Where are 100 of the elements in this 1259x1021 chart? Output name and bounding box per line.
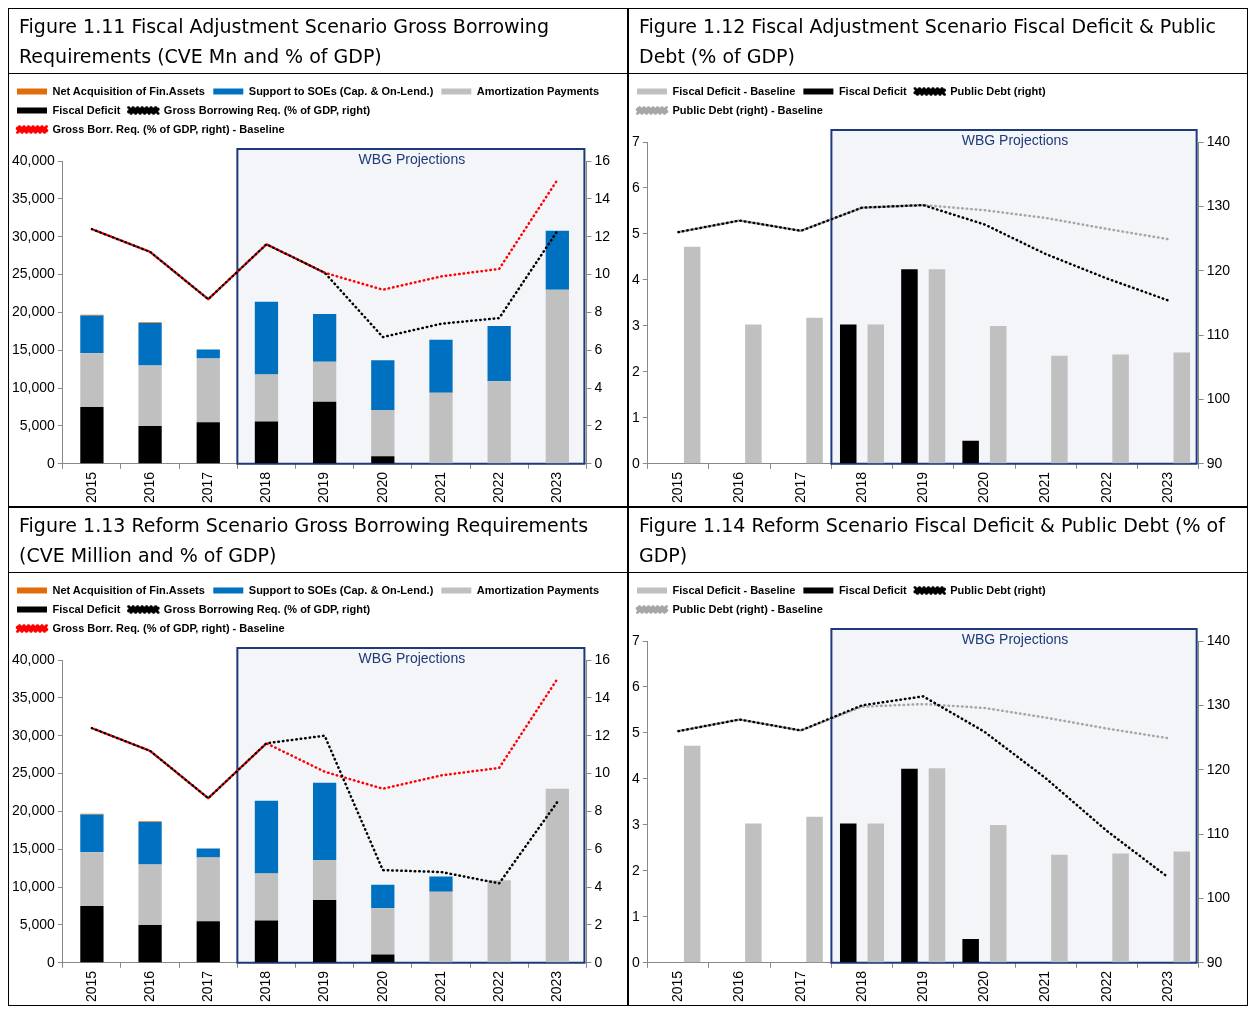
x-tick-label: 2021 [431,970,448,1003]
y-tick-label: 5 [631,224,640,241]
y2-tick-label: 140 [1206,631,1231,648]
x-tick-label: 2015 [669,471,686,504]
y2-tick-label: 140 [1206,132,1231,149]
x-tick-label: 2018 [852,970,869,1003]
x-tick-label: 2022 [490,970,507,1003]
legend-label: Fiscal Deficit [52,103,121,116]
y2-tick-label: 10 [594,764,611,781]
x-tick-label: 2018 [852,471,869,504]
x-tick-label: 2016 [140,970,157,1003]
y2-tick-label: 2 [594,416,603,433]
legend-label: Amortization Payments [476,84,600,97]
legend-label: Gross Borrowing Req. (% of GDP, right) [163,103,371,116]
chart-title: Figure 1.14 Reform Scenario Fiscal Deficit & Public Debt (% of GDP) [629,508,1247,573]
x-tick-label: 2016 [140,471,157,504]
x-tick-label: 2020 [975,471,992,504]
x-tick-label: 2018 [257,471,274,504]
y-tick-label: 15,000 [11,840,56,857]
y-tick-label: 1 [631,907,640,924]
y2-tick-label: 0 [594,953,603,970]
y2-tick-label: 100 [1206,889,1231,906]
y2-tick-label: 90 [1206,454,1223,471]
chart-title: Figure 1.11 Fiscal Adjustment Scenario Gross Borrowing Requirements (CVE Mn and % of GDP) [9,9,627,74]
x-tick-label: 2016 [730,471,747,504]
x-tick-label: 2022 [1097,970,1114,1003]
x-tick-label: 2017 [199,970,216,1003]
y2-tick-label: 6 [594,341,603,358]
x-tick-label: 2017 [791,970,808,1003]
legend-label: Public Debt (right) - Baseline [672,602,823,615]
y2-tick-label: 16 [594,650,611,667]
y-tick-label: 6 [631,677,640,694]
y2-tick-label: 16 [594,151,611,168]
x-tick-label: 2023 [1158,471,1175,504]
x-tick-label: 2019 [914,970,931,1003]
x-tick-label: 2023 [548,471,565,504]
y-tick-label: 5 [631,723,640,740]
x-tick-label: 2018 [257,970,274,1003]
y-tick-label: 30,000 [11,726,56,743]
y2-tick-label: 10 [594,265,611,282]
legend-label: Support to SOEs (Cap. & On-Lend.) [248,583,434,596]
chart-title: Figure 1.12 Fiscal Adjustment Scenario Fiscal Deficit & Public Debt (% of GDP) [629,9,1247,74]
x-tick-label: 2019 [315,471,332,504]
y-tick-label: 20,000 [11,802,56,819]
y2-tick-label: 4 [594,379,603,395]
x-tick-label: 2020 [975,970,992,1003]
legend-label: Public Debt (right) - Baseline [672,103,823,116]
y2-tick-label: 120 [1206,760,1231,777]
band-label: WBG Projections [961,131,1069,148]
x-tick-label: 2020 [373,970,390,1003]
legend-label: Fiscal Deficit [52,602,121,615]
legend-label: Gross Borr. Req. (% of GDP, right) - Baseline [52,621,285,634]
y-tick-label: 6 [631,178,640,195]
legend-label: Net Acquisition of Fin.Assets [52,84,205,97]
y-tick-label: 0 [631,454,640,471]
y-tick-label: 1 [631,408,640,425]
y-tick-label: 30,000 [11,227,56,244]
y2-tick-label: 130 [1206,696,1231,713]
legend-label: Gross Borr. Req. (% of GDP, right) - Baseline [52,122,285,135]
x-tick-label: 2017 [199,471,216,504]
x-tick-label: 2016 [730,970,747,1003]
y2-tick-label: 8 [594,802,603,819]
y-tick-label: 2 [631,861,640,878]
y2-tick-label: 2 [594,915,603,932]
y-tick-label: 4 [631,270,640,287]
band-label: WBG Projections [358,649,466,666]
y2-tick-label: 8 [594,303,603,320]
x-tick-label: 2022 [490,471,507,504]
y-tick-label: 0 [631,953,640,970]
x-tick-label: 2023 [548,970,565,1003]
x-tick-label: 2023 [1158,970,1175,1003]
y2-tick-label: 12 [594,227,611,244]
y2-tick-label: 6 [594,840,603,857]
y-tick-label: 15,000 [11,341,56,358]
x-tick-label: 2017 [791,471,808,504]
y-tick-label: 25,000 [11,265,56,282]
x-tick-label: 2019 [315,970,332,1003]
legend-label: Fiscal Deficit [838,583,908,596]
y2-tick-label: 120 [1206,261,1231,278]
legend-label: Net Acquisition of Fin.Assets [52,583,205,596]
y2-tick-label: 90 [1206,953,1223,970]
chart-title: Figure 1.13 Reform Scenario Gross Borrowing Requirements (CVE Million and % of GDP) [9,508,627,573]
y2-tick-label: 14 [594,189,611,206]
y2-tick-label: 0 [594,454,603,471]
y2-tick-label: 110 [1206,325,1230,342]
legend-label: Fiscal Deficit [838,84,908,97]
legend-label: Public Debt (right) [950,84,1046,97]
y-tick-label: 2 [631,362,640,379]
x-tick-label: 2015 [82,970,99,1003]
band-label: WBG Projections [961,630,1069,647]
x-tick-label: 2015 [669,970,686,1003]
y2-tick-label: 110 [1206,824,1230,841]
band-label: WBG Projections [358,150,466,167]
y-tick-label: 4 [631,769,640,786]
y-tick-label: 7 [631,132,640,149]
y-tick-label: 3 [631,815,640,832]
y-tick-label: 0 [47,953,56,970]
y-tick-label: 5,000 [19,915,56,932]
y-tick-label: 20,000 [11,303,56,320]
x-tick-label: 2015 [82,471,99,504]
